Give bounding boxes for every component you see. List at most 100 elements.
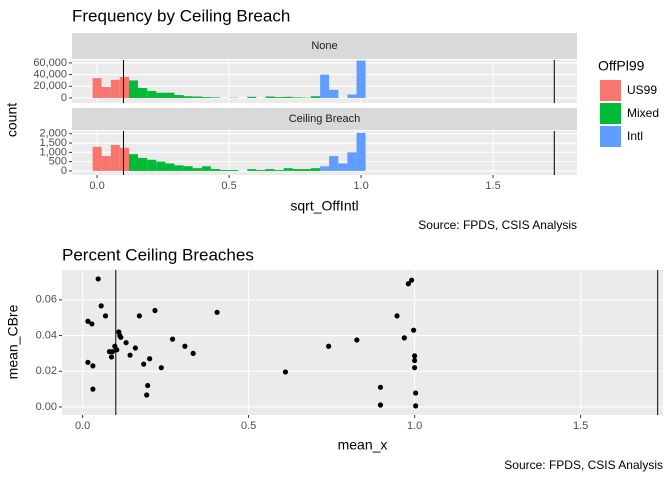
histogram-bar bbox=[92, 78, 102, 98]
legend-key bbox=[600, 126, 621, 147]
scatter-point bbox=[182, 343, 188, 349]
scatter-point bbox=[214, 309, 220, 315]
histogram-bar bbox=[329, 89, 339, 98]
histogram-bar bbox=[192, 96, 202, 98]
legend-label: Intl bbox=[627, 129, 643, 143]
histogram-bar bbox=[310, 168, 321, 171]
histogram-bar bbox=[110, 79, 120, 98]
histogram-bar bbox=[220, 169, 230, 171]
scatter-point bbox=[136, 313, 142, 319]
scatter-point bbox=[127, 352, 133, 358]
scatter-point bbox=[118, 334, 124, 340]
caption: Source: FPDS, CSIS Analysis bbox=[418, 218, 577, 232]
scatter-point bbox=[145, 382, 151, 389]
histogram-bar bbox=[110, 144, 120, 171]
scatter-point bbox=[90, 386, 96, 392]
histogram-bar bbox=[137, 88, 148, 98]
histogram-bar bbox=[129, 154, 138, 171]
histogram-bar bbox=[174, 95, 184, 98]
scatter-point bbox=[144, 392, 150, 398]
histogram-bar bbox=[183, 166, 193, 171]
scatter-point bbox=[114, 347, 120, 353]
x-axis-label: mean_x bbox=[338, 437, 388, 453]
scatter-point bbox=[413, 403, 419, 409]
scatter-point bbox=[190, 350, 196, 356]
histogram-bar bbox=[147, 159, 157, 171]
y-tick-label: 1,000 bbox=[39, 146, 67, 158]
scatter-point bbox=[413, 390, 419, 396]
chart-title: Percent Ceiling Breaches bbox=[62, 245, 254, 264]
y-tick-label: 1,500 bbox=[39, 137, 67, 149]
scatter-point bbox=[394, 313, 400, 319]
histogram-bar bbox=[92, 146, 102, 171]
y-tick-label: 0.00 bbox=[36, 401, 57, 413]
scatter-point bbox=[89, 321, 95, 327]
scatter-point bbox=[412, 353, 418, 359]
histogram-bar bbox=[247, 96, 257, 98]
y-tick-label: 0.02 bbox=[36, 365, 57, 377]
scatter-point bbox=[102, 313, 109, 319]
x-tick-label: 1.5 bbox=[573, 420, 588, 432]
histogram-bar bbox=[292, 169, 302, 171]
scatter-point bbox=[90, 363, 96, 369]
scatter-point bbox=[152, 307, 158, 314]
histogram-bar bbox=[119, 76, 130, 98]
scatter-point bbox=[326, 343, 332, 349]
x-tick-label: 0.5 bbox=[221, 180, 236, 192]
histogram-bar bbox=[147, 90, 157, 98]
histogram-bar bbox=[347, 94, 357, 98]
scatter-point bbox=[85, 318, 91, 324]
x-tick-label: 1.0 bbox=[407, 420, 422, 432]
facet-label: Ceiling Breach bbox=[289, 113, 361, 125]
y-tick-label: 40,000 bbox=[33, 69, 67, 81]
histogram-bar bbox=[165, 163, 175, 171]
histogram-bar bbox=[156, 161, 166, 171]
histogram-bar bbox=[101, 156, 111, 171]
legend-label: Mixed bbox=[627, 106, 659, 120]
y-tick-label: 0.06 bbox=[36, 294, 57, 306]
histogram-bar bbox=[301, 169, 311, 171]
scatter-point bbox=[98, 303, 104, 309]
x-tick-label: 1.0 bbox=[353, 180, 368, 192]
scatter-point bbox=[95, 276, 101, 282]
legend-title: OffPl99 bbox=[598, 58, 645, 74]
y-tick-label: 20,000 bbox=[33, 80, 67, 92]
histogram-bar bbox=[274, 169, 284, 171]
histogram-bar bbox=[229, 169, 239, 171]
scatter-point bbox=[106, 349, 113, 355]
legend-key bbox=[600, 103, 621, 124]
histogram-bar bbox=[201, 166, 211, 171]
histogram-bar bbox=[174, 165, 184, 171]
y-tick-label: 2,000 bbox=[39, 128, 67, 140]
histogram-bar bbox=[329, 156, 339, 171]
scatter-point bbox=[354, 337, 360, 343]
histogram-bar bbox=[156, 92, 166, 98]
histogram-bar bbox=[283, 168, 293, 171]
scatter-point bbox=[282, 369, 289, 375]
scatter-point bbox=[411, 327, 417, 333]
scatter-point bbox=[377, 384, 384, 390]
y-tick-label: 0.04 bbox=[36, 329, 57, 341]
scatter-point bbox=[412, 357, 418, 364]
y-tick-label: 0 bbox=[61, 165, 67, 177]
histogram-bar bbox=[265, 169, 275, 171]
x-axis-label: sqrt_OffIntl bbox=[290, 198, 358, 214]
y-axis-label: mean_CBre bbox=[5, 304, 21, 379]
scatter-point bbox=[412, 365, 418, 371]
histogram-bar bbox=[338, 163, 348, 171]
scatter-point bbox=[147, 356, 153, 362]
histogram-bar bbox=[320, 166, 330, 171]
facet-strip bbox=[72, 33, 577, 59]
histogram-bar bbox=[119, 147, 130, 171]
facet-label: None bbox=[311, 40, 337, 52]
histogram-bar bbox=[192, 168, 202, 171]
histogram-bar bbox=[101, 86, 111, 98]
scatter-point bbox=[377, 402, 384, 408]
y-tick-label: 0 bbox=[61, 92, 67, 104]
histogram-bar bbox=[274, 97, 284, 98]
histogram-bar bbox=[165, 92, 175, 98]
scatter-point bbox=[405, 281, 411, 287]
scatter-point bbox=[108, 354, 115, 360]
y-tick-label: 60,000 bbox=[33, 57, 67, 69]
